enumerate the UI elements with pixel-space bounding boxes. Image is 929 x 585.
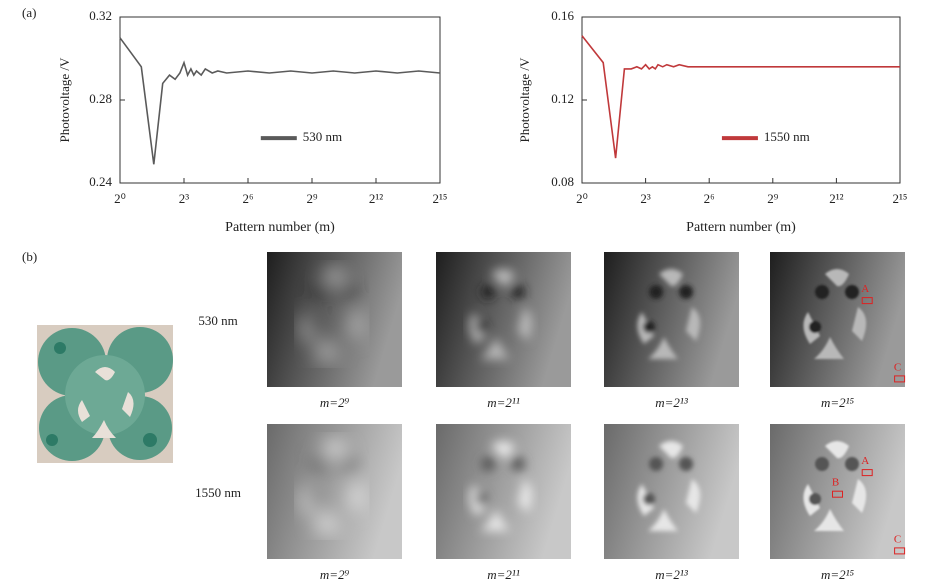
marker-label: A: [861, 455, 869, 467]
legend-label: 1550 nm: [764, 129, 810, 144]
structure: [300, 441, 364, 531]
structure: [342, 457, 356, 471]
marker-label: A: [861, 283, 869, 295]
structure: [649, 285, 663, 299]
structure: [803, 269, 867, 359]
data-line: [581, 35, 900, 159]
marker-label: C: [894, 361, 901, 373]
x-tick-label: 2⁶: [242, 191, 253, 206]
structure: [342, 285, 356, 299]
x-tick-label: 2³: [179, 191, 190, 206]
image-caption: m=2⁹: [320, 395, 350, 410]
x-tick-label: 2³: [640, 191, 651, 206]
x-tick-label: 2⁰: [114, 191, 126, 206]
structure: [511, 457, 525, 471]
image-structure: [300, 269, 364, 359]
y-tick-label: 0.08: [551, 174, 574, 189]
x-tick-label: 2¹²: [369, 191, 383, 206]
image-caption: m=2¹⁵: [821, 395, 855, 410]
y-tick-label: 0.12: [551, 91, 574, 106]
structure: [637, 441, 701, 531]
structure: [300, 269, 364, 359]
y-axis-label: Photovoltage /V: [57, 57, 72, 142]
x-tick-label: 2⁶: [704, 191, 715, 206]
leaf-photo: [37, 325, 173, 463]
image-caption: m=2¹³: [655, 567, 689, 582]
marker-box: [861, 297, 873, 305]
structure: [312, 285, 326, 299]
structure: [306, 321, 318, 333]
structure: [815, 285, 829, 299]
structure: [803, 441, 867, 531]
structure: [679, 285, 693, 299]
x-tick-label: 2⁹: [767, 191, 779, 206]
x-tick-label: 2⁰: [576, 191, 588, 206]
image-caption: m=2¹¹: [487, 395, 520, 410]
image-caption: m=2¹⁵: [821, 567, 855, 582]
reconstruction-image: [267, 252, 402, 387]
structure: [469, 441, 533, 531]
image-caption: m=2⁹: [320, 567, 350, 582]
structure: [845, 457, 859, 471]
structure: [643, 321, 655, 333]
plot-frame: [119, 16, 441, 184]
image-structure: [637, 269, 701, 359]
structure: [469, 269, 533, 359]
y-tick-label: 0.24: [89, 174, 112, 189]
structure: [475, 321, 487, 333]
marker-box: [832, 490, 843, 498]
panel-label: (b): [22, 249, 37, 264]
marker-box: [894, 547, 906, 555]
structure: [809, 321, 821, 333]
legend-label: 530 nm: [303, 129, 342, 144]
structure: [643, 493, 655, 505]
marker-box: [861, 469, 873, 477]
image-structure: [469, 441, 533, 531]
structure: [649, 457, 663, 471]
structure: [481, 457, 495, 471]
reconstruction-image: [436, 424, 571, 559]
reconstruction-image: [604, 424, 739, 559]
x-tick-label: 2¹⁵: [433, 191, 448, 206]
structure: [679, 457, 693, 471]
x-tick-label: 2¹²: [829, 191, 843, 206]
x-axis-label: Pattern number (m): [225, 220, 335, 235]
y-tick-label: 0.16: [551, 8, 574, 23]
image-structure: [469, 269, 533, 359]
image-structure: [300, 441, 364, 531]
reconstruction-image: [436, 252, 571, 387]
marker-box: [894, 375, 906, 383]
marker-label: C: [894, 533, 901, 545]
marker-label: B: [832, 477, 839, 489]
row-label: 1550 nm: [195, 485, 241, 500]
structure: [809, 493, 821, 505]
structure: [306, 493, 318, 505]
structure: [845, 285, 859, 299]
data-line: [119, 37, 441, 165]
image-caption: m=2¹³: [655, 395, 689, 410]
structure: [511, 285, 525, 299]
image-structure: [803, 269, 867, 359]
reconstruction-image: [770, 252, 905, 387]
row-label: 530 nm: [198, 313, 237, 328]
structure: [475, 493, 487, 505]
y-axis-label: Photovoltage /V: [517, 57, 532, 142]
structure: [815, 457, 829, 471]
structure: [312, 457, 326, 471]
image-caption: m=2¹¹: [487, 567, 520, 582]
plot-frame: [581, 16, 901, 184]
y-tick-label: 0.28: [89, 91, 112, 106]
image-structure: [637, 441, 701, 531]
y-tick-label: 0.32: [89, 8, 112, 23]
reconstruction-image: [267, 424, 402, 559]
x-tick-label: 2⁹: [306, 191, 318, 206]
panel-label: (a): [22, 5, 36, 20]
structure: [637, 269, 701, 359]
reconstruction-image: [604, 252, 739, 387]
image-structure: [803, 441, 867, 531]
x-tick-label: 2¹⁵: [893, 191, 908, 206]
x-axis-label: Pattern number (m): [686, 220, 796, 235]
structure: [481, 285, 495, 299]
